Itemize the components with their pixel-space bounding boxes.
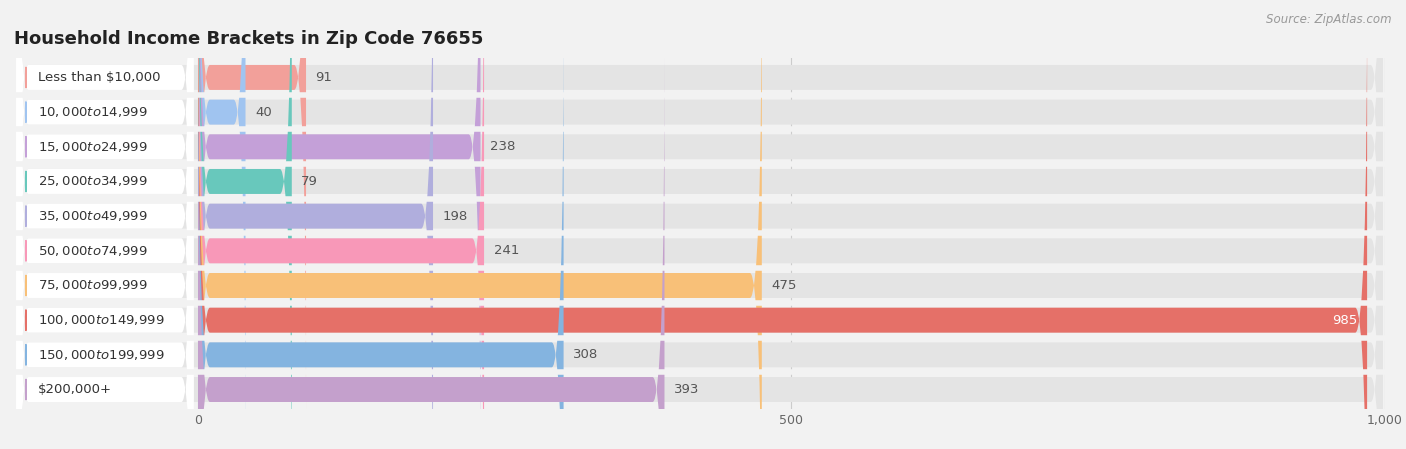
Text: 238: 238 bbox=[491, 140, 516, 153]
Text: $25,000 to $34,999: $25,000 to $34,999 bbox=[38, 175, 148, 189]
FancyBboxPatch shape bbox=[17, 0, 193, 449]
Text: 393: 393 bbox=[673, 383, 699, 396]
Text: 91: 91 bbox=[315, 71, 332, 84]
FancyBboxPatch shape bbox=[198, 0, 307, 412]
FancyBboxPatch shape bbox=[198, 21, 564, 449]
FancyBboxPatch shape bbox=[198, 55, 665, 449]
FancyBboxPatch shape bbox=[17, 0, 193, 449]
Text: $150,000 to $199,999: $150,000 to $199,999 bbox=[38, 348, 165, 362]
Text: $200,000+: $200,000+ bbox=[38, 383, 112, 396]
Text: Household Income Brackets in Zip Code 76655: Household Income Brackets in Zip Code 76… bbox=[14, 31, 484, 48]
FancyBboxPatch shape bbox=[17, 55, 1382, 449]
FancyBboxPatch shape bbox=[198, 0, 1367, 449]
FancyBboxPatch shape bbox=[17, 0, 1382, 449]
FancyBboxPatch shape bbox=[17, 0, 193, 412]
FancyBboxPatch shape bbox=[198, 0, 433, 449]
Text: $75,000 to $99,999: $75,000 to $99,999 bbox=[38, 278, 148, 292]
Text: $50,000 to $74,999: $50,000 to $74,999 bbox=[38, 244, 148, 258]
FancyBboxPatch shape bbox=[17, 0, 1382, 449]
FancyBboxPatch shape bbox=[17, 21, 1382, 449]
Text: 40: 40 bbox=[254, 106, 271, 119]
Text: Source: ZipAtlas.com: Source: ZipAtlas.com bbox=[1267, 13, 1392, 26]
Text: 79: 79 bbox=[301, 175, 318, 188]
FancyBboxPatch shape bbox=[198, 0, 484, 449]
FancyBboxPatch shape bbox=[17, 0, 1382, 449]
FancyBboxPatch shape bbox=[17, 0, 193, 449]
FancyBboxPatch shape bbox=[198, 0, 481, 449]
FancyBboxPatch shape bbox=[17, 0, 193, 446]
FancyBboxPatch shape bbox=[17, 0, 1382, 446]
Text: $15,000 to $24,999: $15,000 to $24,999 bbox=[38, 140, 148, 154]
Text: $100,000 to $149,999: $100,000 to $149,999 bbox=[38, 313, 165, 327]
FancyBboxPatch shape bbox=[17, 0, 193, 449]
FancyBboxPatch shape bbox=[17, 0, 1382, 449]
Text: Less than $10,000: Less than $10,000 bbox=[38, 71, 160, 84]
Text: 241: 241 bbox=[494, 244, 519, 257]
FancyBboxPatch shape bbox=[17, 0, 193, 449]
FancyBboxPatch shape bbox=[198, 0, 762, 449]
Text: $35,000 to $49,999: $35,000 to $49,999 bbox=[38, 209, 148, 223]
Text: 985: 985 bbox=[1333, 314, 1358, 327]
FancyBboxPatch shape bbox=[17, 0, 1382, 412]
FancyBboxPatch shape bbox=[17, 0, 193, 449]
FancyBboxPatch shape bbox=[17, 0, 1382, 449]
Text: 198: 198 bbox=[443, 210, 468, 223]
FancyBboxPatch shape bbox=[17, 55, 193, 449]
FancyBboxPatch shape bbox=[198, 0, 292, 449]
Text: 308: 308 bbox=[574, 348, 599, 361]
Text: $10,000 to $14,999: $10,000 to $14,999 bbox=[38, 105, 148, 119]
FancyBboxPatch shape bbox=[17, 21, 193, 449]
FancyBboxPatch shape bbox=[17, 0, 1382, 449]
FancyBboxPatch shape bbox=[198, 0, 246, 446]
Text: 475: 475 bbox=[772, 279, 797, 292]
